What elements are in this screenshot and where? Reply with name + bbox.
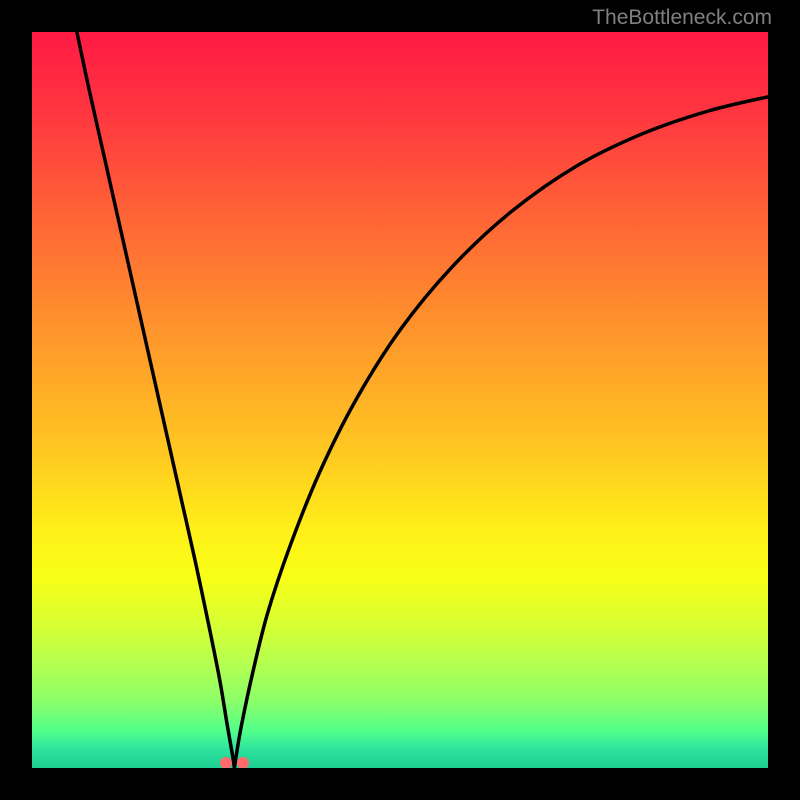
watermark-text: TheBottleneck.com xyxy=(592,6,772,30)
gradient-and-curve xyxy=(32,32,768,768)
min-marker-dot-2 xyxy=(237,757,249,768)
plot-area xyxy=(32,32,768,768)
min-marker-dot-1 xyxy=(220,757,232,768)
